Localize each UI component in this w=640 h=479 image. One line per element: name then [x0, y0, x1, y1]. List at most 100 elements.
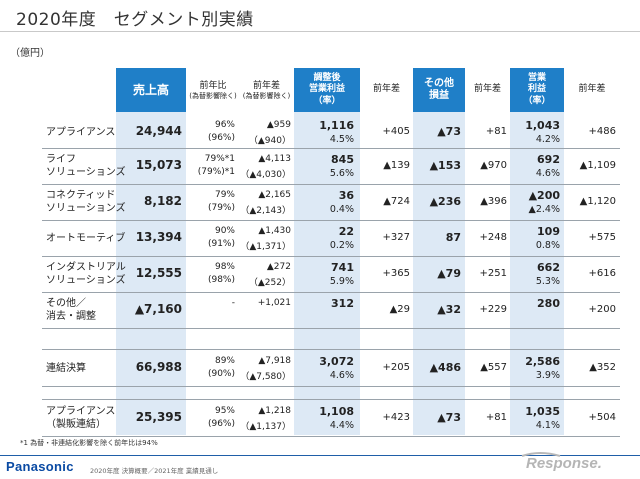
op-diff-value: +200 — [588, 304, 616, 315]
diff-ex-fx-value: （▲252） — [248, 278, 291, 288]
sales-value: 25,395 — [135, 410, 182, 424]
op-profit-column-bg — [510, 102, 564, 435]
other-profit-value: ▲79 — [437, 267, 461, 280]
op-profit-value: 109 — [537, 225, 560, 238]
yoy-ex-fx-value: (90%) — [207, 369, 235, 379]
document-footer: 2020年度 決算概要／2021年度 業績見通し — [90, 467, 219, 475]
adj-diff-value: +327 — [382, 232, 410, 243]
op-diff-value: +575 — [588, 232, 616, 243]
yoy-value: 95% — [214, 406, 235, 416]
op-profit-value: 2,586 — [525, 355, 560, 368]
yoy-ex-fx-value: (96%) — [207, 133, 235, 143]
diff-value: ▲7,918 — [258, 356, 291, 366]
yoy-ex-fx-value: (79%) — [207, 203, 235, 213]
other-column-bg — [413, 102, 465, 435]
op-profit-value: 1,035 — [525, 405, 560, 418]
op-diff-value: ▲1,109 — [579, 160, 616, 171]
header-adj-profit: 調整後 営業利益 （率） — [294, 68, 360, 112]
segment-name: コネクティッド ソリューションズ — [46, 190, 126, 214]
sales-column-bg — [116, 102, 186, 435]
footnote: *1 為替・非連結化影響を除く前年比は94% — [20, 439, 158, 447]
diff-value: ▲2,165 — [258, 190, 291, 200]
adj-profit-rate: 4.5% — [329, 134, 354, 145]
other-profit-value: ▲153 — [429, 159, 461, 172]
op-profit-value: 692 — [537, 153, 560, 166]
diff-ex-fx-value: （▲2,143） — [240, 206, 291, 216]
segment-name: ライフ ソリューションズ — [46, 154, 126, 178]
other-profit-value: ▲73 — [437, 125, 461, 138]
header-op-profit: 営業 利益 （率） — [510, 68, 564, 112]
adj-profit-rate: 0.2% — [329, 240, 354, 251]
adj-profit-value: 845 — [331, 153, 354, 166]
row-divider — [42, 256, 620, 257]
row-divider — [42, 184, 620, 185]
diff-ex-fx-value: （▲4,030） — [240, 170, 291, 180]
sales-value: 24,944 — [135, 124, 182, 138]
other-diff-value: +251 — [479, 268, 507, 279]
other-profit-value: 87 — [445, 231, 461, 244]
yoy-value: 89% — [214, 356, 235, 366]
adj-diff-value: ▲724 — [383, 196, 410, 207]
adj-profit-value: 36 — [338, 189, 354, 202]
op-profit-rate: 0.8% — [535, 240, 560, 251]
other-diff-value: +248 — [479, 232, 507, 243]
yoy-ex-fx-value: (91%) — [207, 239, 235, 249]
row-divider — [42, 220, 620, 221]
adj-profit-value: 1,116 — [319, 119, 354, 132]
op-profit-rate: 5.3% — [535, 276, 560, 287]
other-diff-value: ▲557 — [480, 362, 507, 373]
op-profit-value: 1,043 — [525, 119, 560, 132]
other-diff-value: +81 — [485, 126, 507, 137]
adj-profit-value: 1,108 — [319, 405, 354, 418]
yoy-ex-fx-value: (98%) — [207, 275, 235, 285]
op-diff-value: +486 — [588, 126, 616, 137]
diff-value: ▲1,218 — [258, 406, 291, 416]
svg-text:Response.: Response. — [526, 455, 602, 472]
yoy-value: 79% — [214, 190, 235, 200]
other-profit-value: ▲236 — [429, 195, 461, 208]
other-profit-value: ▲73 — [437, 411, 461, 424]
header-sales: 売上高 — [116, 68, 186, 112]
yoy-ex-fx-value: (79%)*1 — [197, 167, 235, 177]
adj-diff-value: +205 — [382, 362, 410, 373]
panasonic-logo: Panasonic — [6, 459, 74, 474]
diff-value: ▲4,113 — [258, 154, 291, 164]
sales-value: 12,555 — [135, 266, 182, 280]
yoy-value: 90% — [214, 226, 235, 236]
header-other: その他 損益 — [413, 68, 465, 112]
yoy-value: 96% — [214, 120, 235, 130]
adj-profit-rate: 5.9% — [329, 276, 354, 287]
unit-label: （億円） — [10, 48, 50, 59]
adj-diff-value: ▲29 — [389, 304, 410, 315]
adj-profit-rate: 0.4% — [329, 204, 354, 215]
op-diff-value: ▲352 — [589, 362, 616, 373]
op-profit-rate: ▲2.4% — [528, 204, 560, 215]
segment-name: その他／ 消去・調整 — [46, 298, 96, 322]
diff-ex-fx-value: （▲1,137） — [240, 422, 291, 432]
op-profit-value: 280 — [537, 297, 560, 310]
yoy-value: 79%*1 — [204, 154, 235, 164]
title-divider — [0, 31, 640, 32]
other-diff-value: ▲970 — [480, 160, 507, 171]
diff-ex-fx-value: （▲7,580） — [240, 372, 291, 382]
adj-profit-column-bg — [294, 102, 360, 435]
header-adj-diff: 前年差 — [372, 84, 400, 95]
diff-value: ▲1,430 — [258, 226, 291, 236]
op-profit-value: ▲200 — [528, 189, 560, 202]
adj-profit-rate: 4.6% — [329, 370, 354, 381]
op-diff-value: ▲1,120 — [579, 196, 616, 207]
segment-name: アプライアンス （製販連結） — [46, 406, 116, 430]
op-profit-rate: 4.1% — [535, 420, 560, 431]
header-other-diff: 前年差 — [473, 84, 501, 95]
adj-profit-value: 3,072 — [319, 355, 354, 368]
other-diff-value: +229 — [479, 304, 507, 315]
diff-ex-fx-value: （▲1,371） — [240, 242, 291, 252]
sales-value: 8,182 — [144, 194, 182, 208]
adj-profit-rate: 4.4% — [329, 420, 354, 431]
header-op-diff: 前年差 — [578, 84, 606, 95]
sales-value: 66,988 — [135, 360, 182, 374]
diff-value: ▲272 — [266, 262, 291, 272]
diff-value: ▲959 — [266, 120, 291, 130]
yoy-ex-fx-value: (96%) — [207, 419, 235, 429]
row-divider — [42, 328, 620, 329]
